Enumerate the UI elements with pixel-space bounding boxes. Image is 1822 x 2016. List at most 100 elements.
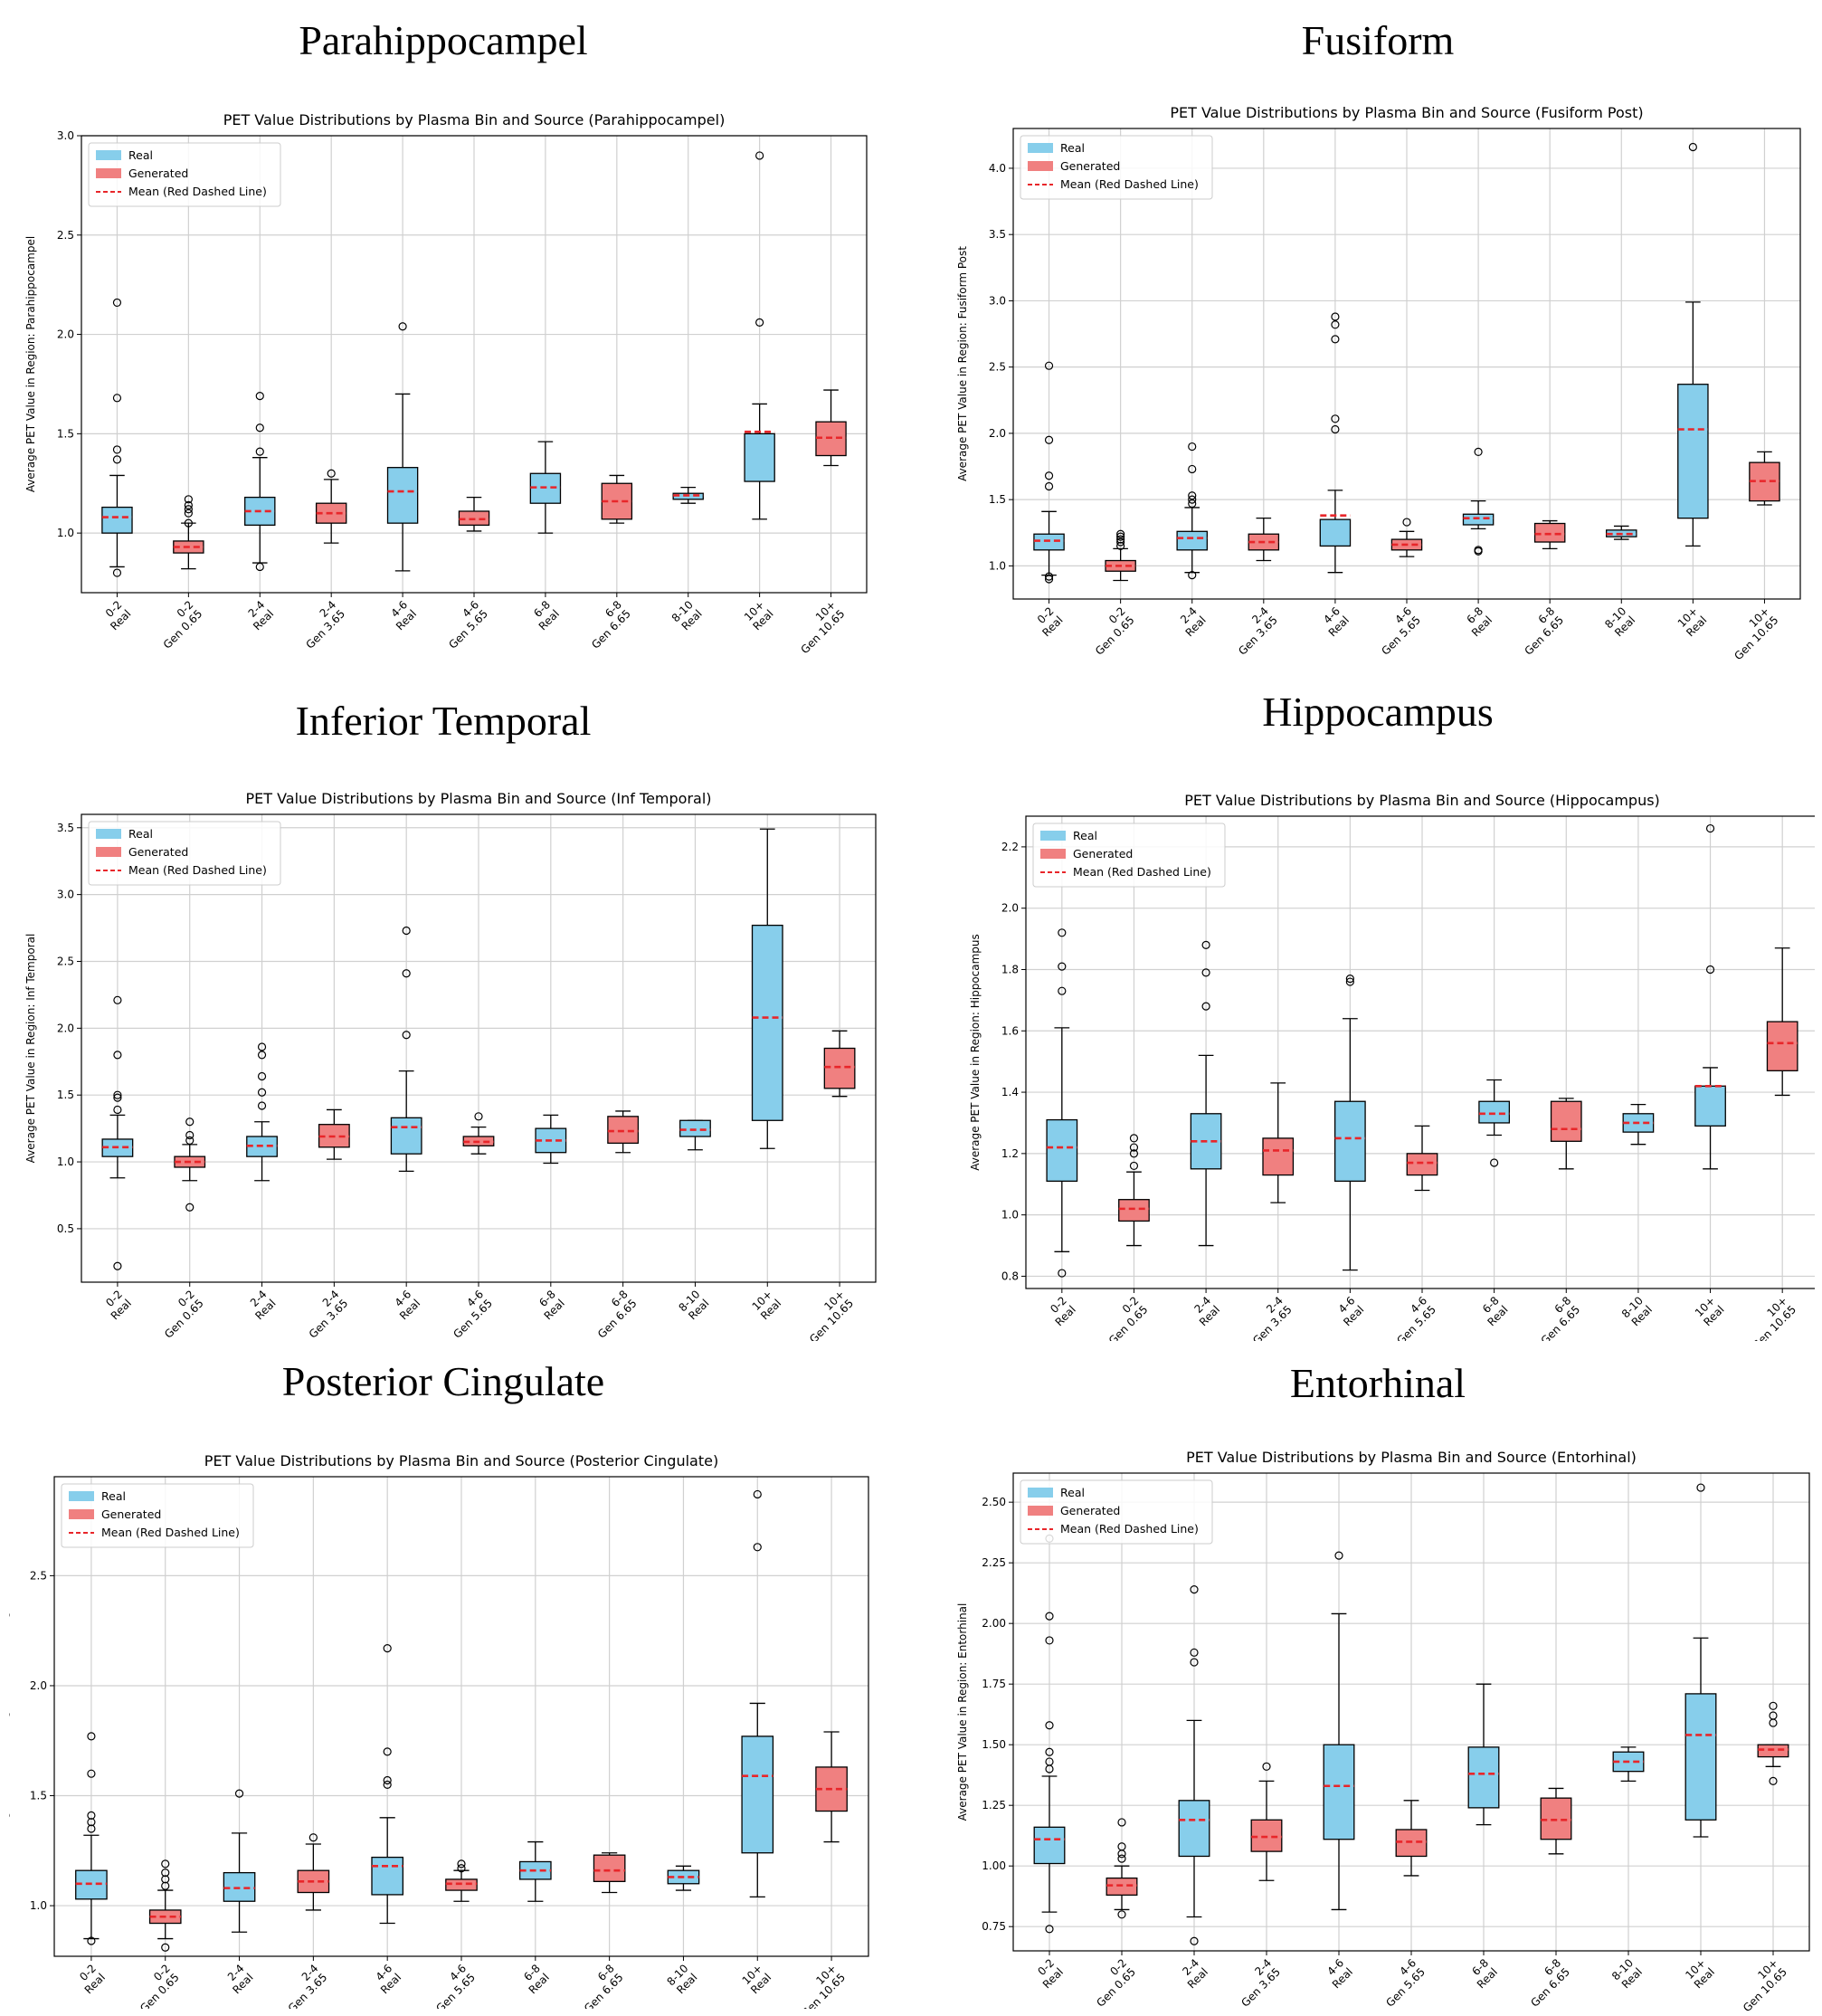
x-tick-label: 0-2Real bbox=[73, 1962, 108, 1996]
outlier-point bbox=[398, 322, 407, 331]
y-tick-label: 1.2 bbox=[1001, 1147, 1019, 1160]
outlier-point bbox=[1116, 532, 1125, 541]
box-4 bbox=[1323, 1551, 1355, 1911]
y-tick-label: 3.5 bbox=[57, 822, 74, 834]
y-tick-label: 1.0 bbox=[57, 527, 74, 539]
outlier-point bbox=[1044, 435, 1054, 444]
y-tick-label: 3.0 bbox=[989, 294, 1006, 307]
y-tick-label: 1.6 bbox=[1001, 1024, 1019, 1037]
panel-heading: Inferior Temporal bbox=[295, 698, 592, 744]
box-5 bbox=[1395, 1800, 1428, 1877]
x-tick-label: 2-4Real bbox=[243, 1288, 278, 1322]
box-iqr bbox=[751, 924, 783, 1121]
box-9 bbox=[1694, 823, 1726, 1170]
panel-heading: Parahippocampel bbox=[299, 17, 588, 63]
legend-swatch bbox=[96, 847, 121, 857]
y-tick-label: 1.0 bbox=[57, 1155, 74, 1168]
outlier-point bbox=[457, 1864, 466, 1873]
x-tick-label: 10+Real bbox=[749, 1288, 783, 1322]
outlier-point bbox=[1045, 1636, 1054, 1645]
legend-label: Real bbox=[1060, 141, 1085, 155]
outlier-point bbox=[1129, 1149, 1139, 1158]
x-tick-label: 2-4Real bbox=[1174, 604, 1209, 639]
y-tick-label: 1.5 bbox=[30, 1790, 47, 1802]
outlier-point bbox=[113, 1093, 122, 1102]
box-10 bbox=[815, 1731, 848, 1843]
outlier-point bbox=[1331, 312, 1340, 321]
x-tick-label: 4-6Real bbox=[384, 598, 419, 632]
x-tick-label: 2-4Gen 3.65 bbox=[277, 1962, 330, 2009]
box-3 bbox=[1250, 1762, 1283, 1881]
plot-frame bbox=[1012, 128, 1801, 600]
box-4 bbox=[1319, 312, 1352, 574]
box-iqr bbox=[1478, 1100, 1511, 1124]
chart-title: PET Value Distributions by Plasma Bin an… bbox=[223, 111, 726, 128]
outlier-point bbox=[161, 1943, 170, 1952]
outlier-point bbox=[1129, 1143, 1139, 1152]
legend-box bbox=[88, 821, 281, 886]
outlier-point bbox=[1058, 928, 1067, 937]
x-tick-label: 6-8Gen 6.65 bbox=[580, 598, 633, 651]
outlier-point bbox=[1129, 1161, 1139, 1171]
legend-swatch bbox=[1040, 849, 1066, 859]
outlier-point bbox=[1044, 575, 1054, 584]
x-tick-label: 6-8Real bbox=[527, 598, 562, 632]
box-1 bbox=[1106, 1818, 1138, 1919]
x-tick-label: 10+Gen 10.65 bbox=[790, 1962, 848, 2009]
box-iqr bbox=[1766, 1021, 1798, 1071]
outlier-point bbox=[1402, 518, 1411, 527]
outlier-point bbox=[402, 1031, 411, 1040]
box-4 bbox=[371, 1644, 404, 1925]
box-4 bbox=[1333, 975, 1366, 1271]
x-tick-label: 4-6Gen 5.65 bbox=[1385, 1294, 1438, 1341]
panel-fusiform: Fusiform PET Value Distributions by Plas… bbox=[941, 9, 1815, 661]
x-tick-label: 6-8Gen 6.65 bbox=[1530, 1294, 1583, 1341]
legend-label: Real bbox=[1060, 1486, 1085, 1499]
x-tick-label: 0-2Real bbox=[100, 1288, 134, 1322]
x-tick-label: 8-10Real bbox=[676, 1288, 711, 1323]
box-10 bbox=[1749, 451, 1780, 506]
x-tick-label: 4-6Real bbox=[1332, 1294, 1366, 1328]
legend-swatch bbox=[69, 1509, 94, 1519]
x-tick-label: 8-10Real bbox=[1602, 604, 1637, 640]
box-iqr bbox=[386, 467, 419, 524]
y-tick-label: 2.2 bbox=[1001, 841, 1019, 853]
box-iqr bbox=[1033, 1826, 1066, 1865]
chart-hippocampus: PET Value Distributions by Plasma Bin an… bbox=[969, 792, 1815, 1341]
outlier-point bbox=[755, 318, 764, 327]
outlier-point bbox=[234, 1789, 244, 1798]
x-tick-label: 2-4Gen 3.65 bbox=[298, 1288, 351, 1341]
x-tick-label: 0-2Real bbox=[1031, 1956, 1066, 1991]
y-axis-label: Average PET Value in Region: Parahippoca… bbox=[24, 236, 37, 492]
y-tick-label: 2.0 bbox=[30, 1679, 47, 1692]
outlier-point bbox=[383, 1780, 392, 1789]
box-iqr bbox=[1118, 1199, 1150, 1222]
x-tick-label: 10+Real bbox=[739, 1962, 773, 1996]
box-0 bbox=[1033, 361, 1065, 584]
x-tick-label: 2-4Gen 3.65 bbox=[1229, 1956, 1283, 2010]
outlier-point bbox=[753, 1489, 762, 1499]
x-tick-label: 0-2Gen 0.65 bbox=[1097, 1294, 1151, 1341]
y-tick-label: 0.8 bbox=[1001, 1270, 1019, 1282]
outlier-point bbox=[1117, 1818, 1126, 1827]
chart-title: PET Value Distributions by Plasma Bin an… bbox=[245, 790, 711, 807]
outlier-point bbox=[1117, 1842, 1126, 1851]
box-iqr bbox=[1046, 1118, 1078, 1183]
y-axis-label: Average PET Value in Region: Posterior C… bbox=[9, 1583, 10, 1850]
panel-posterior-cingulate: Posterior Cingulate PET Value Distributi… bbox=[9, 1348, 878, 2009]
box-1 bbox=[173, 495, 204, 570]
x-tick-label: 0-2Real bbox=[1030, 604, 1065, 639]
x-tick-label: 6-8Real bbox=[1460, 604, 1495, 639]
outlier-point bbox=[308, 1833, 318, 1842]
outlier-point bbox=[255, 423, 264, 433]
box-10 bbox=[1766, 947, 1798, 1097]
panel-heading: Hippocampus bbox=[1262, 689, 1494, 735]
outlier-point bbox=[112, 568, 122, 577]
x-tick-label: 2-4Real bbox=[1176, 1956, 1210, 1991]
plot-frame bbox=[53, 1476, 869, 1957]
panel-hippocampus: Hippocampus PET Value Distributions by P… bbox=[941, 688, 1815, 1341]
box-7 bbox=[607, 1110, 640, 1154]
panel-heading: Fusiform bbox=[1301, 17, 1455, 63]
outlier-point bbox=[1116, 537, 1125, 547]
x-tick-label: 2-4Gen 3.65 bbox=[295, 598, 348, 651]
